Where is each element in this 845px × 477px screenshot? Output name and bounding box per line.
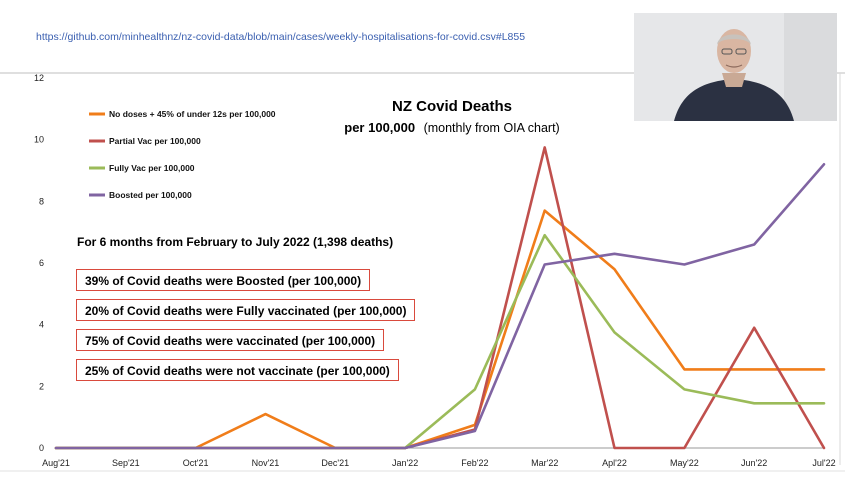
- y-tick-label: 8: [39, 196, 44, 206]
- x-tick-label: Sep'21: [112, 458, 140, 468]
- chart-title: NZ Covid Deaths: [392, 98, 512, 115]
- x-tick-label: Jun'22: [741, 458, 767, 468]
- chart-subtitle: per 100,000 (monthly from OIA chart): [344, 119, 559, 136]
- x-tick-label: May'22: [670, 458, 699, 468]
- y-tick-label: 10: [34, 135, 44, 145]
- y-axis: 0 2 4 6 8 10 12: [34, 73, 44, 453]
- stat-box-not-vaccinated: 25% of Covid deaths were not vaccinate (…: [76, 359, 399, 381]
- legend-entry-1: Partial Vac per 100,000: [109, 136, 201, 146]
- legend: No doses + 45% of under 12s per 100,000 P…: [89, 109, 276, 200]
- x-tick-label: Jul'22: [812, 458, 835, 468]
- y-tick-label: 2: [39, 381, 44, 391]
- x-tick-label: Mar'22: [531, 458, 558, 468]
- x-tick-label: Jan'22: [392, 458, 418, 468]
- series-line-3: [54, 163, 826, 450]
- stat-box-boosted: 39% of Covid deaths were Boosted (per 10…: [76, 269, 371, 291]
- x-tick-label: Apl'22: [602, 458, 627, 468]
- stat-box-vaccinated: 75% of Covid deaths were vaccinated (per…: [76, 329, 385, 351]
- y-tick-label: 6: [39, 258, 44, 268]
- presenter-video-feed-icon: [634, 13, 837, 121]
- x-tick-label: Nov'21: [252, 458, 280, 468]
- x-tick-label: Oct'21: [183, 458, 209, 468]
- source-url-link[interactable]: https://github.com/minhealthnz/nz-covid-…: [36, 31, 526, 43]
- period-annotation: For 6 months from February to July 2022 …: [77, 235, 393, 249]
- series-lines: [54, 146, 826, 450]
- presenter-silhouette: [634, 13, 837, 121]
- x-tick-label: Aug'21: [42, 458, 70, 468]
- y-tick-label: 0: [39, 443, 44, 453]
- x-tick-label: Dec'21: [321, 458, 349, 468]
- x-axis: Aug'21 Sep'21 Oct'21 Nov'21 Dec'21 Jan'22 Feb'…: [42, 458, 835, 468]
- y-tick-label: 12: [34, 73, 44, 83]
- chart-subtitle-regular: (monthly from OIA chart): [424, 121, 560, 135]
- legend-entry-0: No doses + 45% of under 12s per 100,000: [109, 109, 276, 119]
- legend-entry-2: Fully Vac per 100,000: [109, 163, 195, 173]
- stat-box-fully-vaccinated: 20% of Covid deaths were Fully vaccinate…: [76, 299, 416, 321]
- y-tick-label: 4: [39, 320, 44, 330]
- legend-entry-3: Boosted per 100,000: [109, 190, 192, 200]
- x-tick-label: Feb'22: [461, 458, 488, 468]
- chart-subtitle-bold: per 100,000: [344, 120, 415, 135]
